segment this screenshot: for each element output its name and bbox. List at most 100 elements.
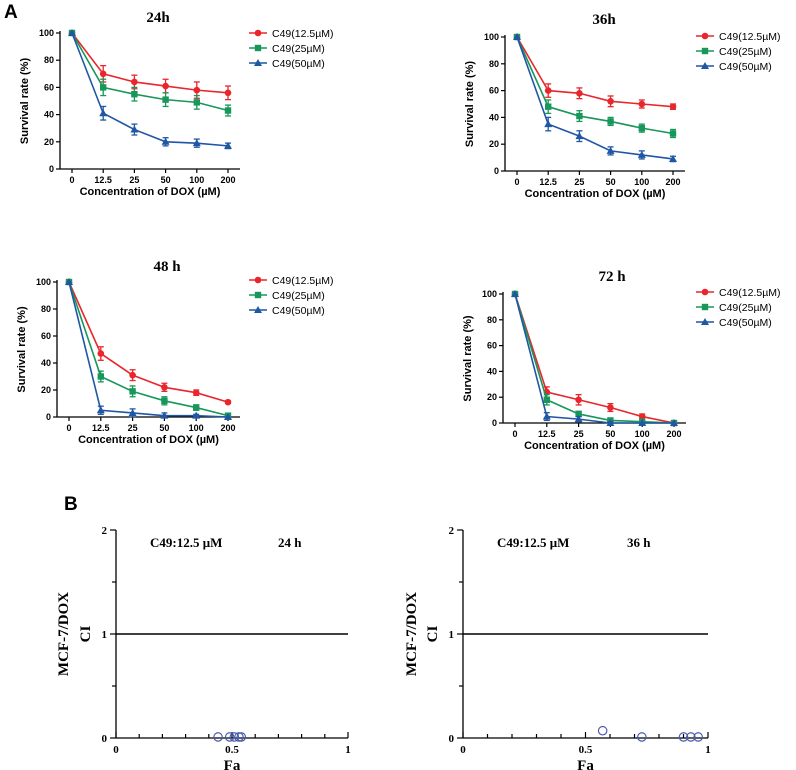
- y-axis-label: Survival rate (%): [464, 61, 476, 148]
- series-line: [514, 293, 674, 424]
- data-point: [161, 384, 168, 391]
- y-tick-label: 100: [484, 32, 499, 42]
- x-tick-label: 25: [128, 423, 138, 433]
- legend-label: C49(25µM): [719, 302, 772, 314]
- x-tick-label: 0: [460, 744, 466, 756]
- data-point: [637, 150, 646, 158]
- data-point: [236, 732, 247, 742]
- x-tick-label: 200: [665, 177, 680, 187]
- legend-marker: [701, 288, 709, 296]
- data-point: [162, 96, 169, 103]
- legend-marker: [254, 44, 262, 52]
- y-tick-label: 60: [41, 331, 51, 341]
- x-tick-label: 12.5: [92, 423, 110, 433]
- data-point: [544, 120, 553, 128]
- y-axis-label: CI: [78, 626, 94, 643]
- data-point: [678, 732, 689, 742]
- y-tick-label: 40: [41, 358, 51, 368]
- data-point: [224, 141, 232, 149]
- y-tick-label: 1: [102, 629, 108, 641]
- survival-chart-2: 48 h 0 20 40 60 80 100 0 12.5 25 50 100 200Concentra…: [16, 259, 334, 446]
- y-tick-label: 0: [46, 412, 51, 422]
- survival-chart-0: 24h 0 20 40 60 80 100 0 12.5 25 50 100 200Concentrat…: [19, 10, 334, 198]
- x-tick-label: 12.5: [94, 175, 112, 185]
- data-point: [224, 732, 235, 742]
- x-axis-label: Fa: [577, 758, 594, 770]
- panel-a-label: A: [4, 2, 18, 23]
- y-tick-label: 60: [489, 86, 499, 96]
- legend-marker: [701, 32, 709, 40]
- data-point: [576, 89, 583, 97]
- legend-label: C49(50µM): [719, 61, 772, 73]
- data-point: [229, 732, 240, 742]
- data-point: [575, 410, 582, 418]
- series-line: [68, 281, 229, 403]
- data-point: [99, 70, 107, 78]
- legend-label: C49(12.5µM): [272, 275, 334, 287]
- data-point: [575, 132, 584, 140]
- y-tick-label: 80: [487, 315, 497, 325]
- x-tick-label: 1: [345, 744, 351, 756]
- legend-marker: [254, 306, 262, 313]
- y-tick-label: 1: [449, 629, 455, 641]
- y-tick-label: 20: [41, 385, 51, 395]
- legend-label: C49(25µM): [272, 290, 325, 302]
- data-point: [544, 87, 552, 94]
- data-point: [669, 130, 677, 137]
- legend-label: C49(12.5µM): [719, 287, 781, 299]
- data-point: [65, 278, 73, 285]
- series-2: [65, 278, 232, 420]
- data-point: [575, 396, 582, 404]
- data-point: [97, 373, 104, 380]
- survival-chart-3: 72 h 0 20 40 60 80 100 0 12.5 25 50 100 200Concentra…: [462, 269, 781, 452]
- legend-marker: [701, 318, 709, 325]
- x-axis-label: Concentration of DOX (µM): [78, 434, 219, 446]
- survival-chart-1: 36h 0 20 40 60 80 100 0 12.5 25 50 100 200Concentrat…: [464, 12, 781, 200]
- series-0: [65, 278, 232, 406]
- x-tick-label: 0: [512, 429, 517, 439]
- y-tick-label: 0: [449, 733, 455, 745]
- data-point: [669, 154, 677, 162]
- y-tick-label: 2: [102, 525, 108, 537]
- legend-marker: [701, 303, 709, 311]
- data-point: [224, 413, 232, 420]
- y-tick-label: 20: [44, 137, 54, 147]
- series-line: [516, 36, 674, 160]
- cell-line-label: MCF-7/DOX: [56, 592, 72, 676]
- time-annotation: 24 h: [278, 535, 302, 550]
- data-point: [129, 388, 136, 395]
- chart-title: 36h: [592, 12, 616, 28]
- series-2: [513, 33, 677, 163]
- x-tick-label: 50: [605, 429, 615, 439]
- series-line: [514, 293, 675, 424]
- data-point: [68, 29, 76, 36]
- x-tick-label: 50: [159, 423, 169, 433]
- data-point: [638, 419, 647, 426]
- y-tick-label: 20: [489, 139, 499, 149]
- data-point: [193, 404, 200, 411]
- x-tick-label: 1: [705, 744, 711, 756]
- data-point: [192, 139, 201, 147]
- ci-chart-4: 0 1 2 0 0.5 1 C49:12.5 μM 24 h Fa CI MCF-7/DOX: [56, 525, 351, 770]
- data-point: [100, 84, 107, 91]
- data-point: [542, 412, 551, 420]
- x-tick-label: 200: [220, 423, 235, 433]
- legend-label: C49(50µM): [272, 305, 325, 317]
- x-tick-label: 0.5: [225, 744, 239, 756]
- series-line: [68, 281, 229, 417]
- y-tick-label: 20: [487, 392, 497, 402]
- y-tick-label: 60: [487, 341, 497, 351]
- data-point: [574, 415, 583, 423]
- y-tick-label: 0: [492, 418, 497, 428]
- x-tick-label: 50: [606, 177, 616, 187]
- y-tick-label: 80: [41, 304, 51, 314]
- legend-marker: [254, 276, 262, 284]
- series-line: [71, 32, 229, 94]
- data-point: [513, 33, 521, 40]
- data-point: [576, 112, 583, 120]
- series-line: [68, 281, 229, 418]
- data-point: [637, 732, 647, 742]
- chart-title: 72 h: [598, 269, 626, 285]
- y-tick-label: 100: [482, 289, 497, 299]
